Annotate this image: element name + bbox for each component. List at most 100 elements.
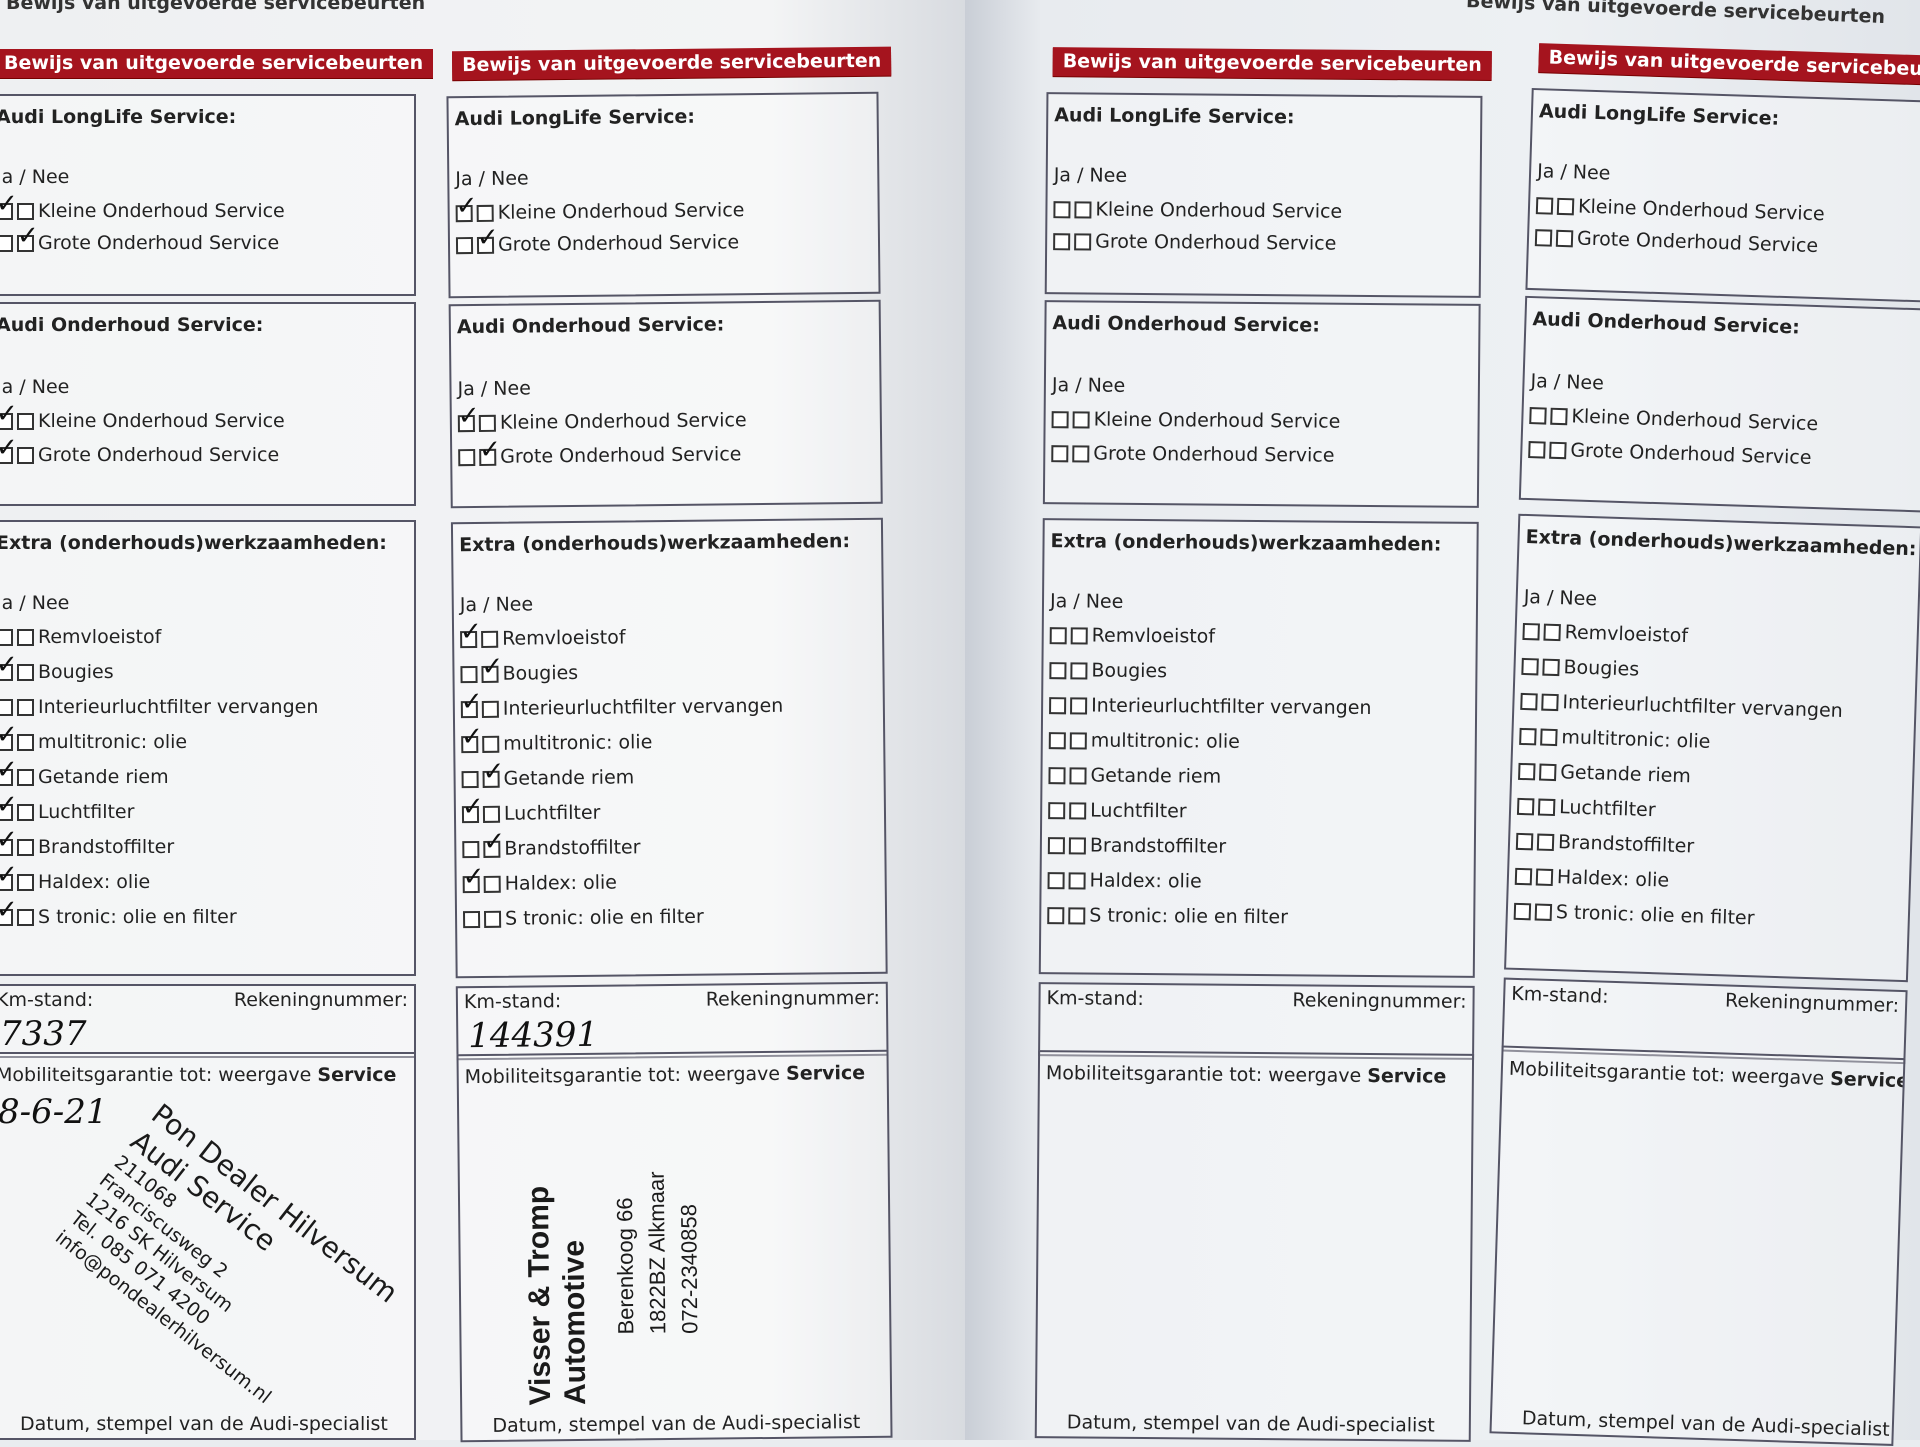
nee-checkbox[interactable] — [481, 665, 499, 683]
nee-checkbox[interactable] — [1068, 836, 1086, 854]
ja-checkbox[interactable] — [1513, 902, 1532, 920]
ja-checkbox[interactable] — [1053, 200, 1071, 218]
ja-checkbox[interactable] — [0, 860, 18, 891]
nee-checkbox[interactable] — [17, 873, 34, 891]
ja-checkbox[interactable] — [1049, 696, 1067, 714]
ja-checkbox[interactable] — [0, 790, 18, 821]
ja-checkbox[interactable] — [0, 628, 13, 646]
nee-checkbox[interactable] — [17, 628, 34, 646]
nee-checkbox[interactable] — [481, 700, 499, 718]
ja-checkbox[interactable] — [0, 755, 18, 786]
nee-checkbox[interactable] — [1537, 798, 1556, 816]
nee-checkbox[interactable] — [1072, 410, 1090, 429]
nee-checkbox[interactable] — [1070, 661, 1088, 680]
nee-checkbox[interactable] — [1069, 766, 1087, 784]
ja-checkbox[interactable] — [1521, 657, 1539, 675]
ja-checkbox[interactable] — [1047, 906, 1065, 924]
nee-checkbox[interactable] — [1549, 441, 1567, 459]
ja-checkbox[interactable] — [458, 448, 476, 466]
nee-checkbox[interactable] — [17, 446, 34, 464]
ja-checkbox[interactable] — [1529, 406, 1547, 425]
nee-checkbox[interactable] — [17, 202, 34, 220]
ja-checkbox[interactable] — [1053, 232, 1071, 250]
nee-checkbox[interactable] — [17, 663, 34, 681]
nee-checkbox[interactable] — [1068, 871, 1086, 889]
nee-checkbox[interactable] — [482, 805, 501, 823]
nee-checkbox[interactable] — [483, 840, 501, 858]
ja-checkbox[interactable] — [1518, 762, 1536, 780]
nee-checkbox[interactable] — [1536, 833, 1555, 851]
nee-checkbox[interactable] — [17, 803, 34, 821]
ja-checkbox[interactable] — [455, 236, 474, 254]
nee-checkbox[interactable] — [1069, 801, 1087, 819]
nee-checkbox[interactable] — [1069, 731, 1087, 749]
ja-checkbox[interactable] — [461, 805, 480, 823]
ja-checkbox[interactable] — [0, 399, 18, 430]
nee-checkbox[interactable] — [17, 698, 34, 716]
nee-checkbox[interactable] — [476, 204, 494, 222]
nee-checkbox[interactable] — [17, 733, 34, 751]
nee-checkbox[interactable] — [1540, 728, 1558, 746]
nee-checkbox[interactable] — [483, 875, 501, 893]
nee-checkbox[interactable] — [1555, 229, 1574, 247]
ja-checkbox[interactable] — [1522, 622, 1540, 640]
ja-checkbox[interactable] — [0, 698, 13, 716]
nee-checkbox[interactable] — [1072, 444, 1090, 463]
nee-checkbox[interactable] — [1550, 407, 1568, 425]
ja-checkbox[interactable] — [1048, 801, 1066, 819]
nee-checkbox[interactable] — [17, 221, 39, 252]
nee-checkbox[interactable] — [1070, 626, 1088, 645]
ja-checkbox[interactable] — [1047, 836, 1065, 854]
ja-checkbox[interactable] — [1047, 871, 1065, 889]
ja-checkbox[interactable] — [0, 234, 13, 252]
ja-checkbox[interactable] — [1048, 731, 1066, 749]
ja-checkbox[interactable] — [455, 204, 473, 222]
ja-checkbox[interactable] — [0, 720, 18, 751]
nee-checkbox[interactable] — [1074, 232, 1092, 251]
nee-checkbox[interactable] — [479, 448, 497, 466]
nee-checkbox[interactable] — [1543, 623, 1561, 641]
nee-checkbox[interactable] — [476, 236, 495, 254]
ja-checkbox[interactable] — [1535, 196, 1554, 215]
nee-checkbox[interactable] — [478, 414, 496, 432]
ja-checkbox[interactable] — [462, 910, 481, 928]
nee-checkbox[interactable] — [1534, 902, 1553, 921]
nee-checkbox[interactable] — [482, 770, 500, 788]
ja-checkbox[interactable] — [1528, 440, 1546, 459]
ja-checkbox[interactable] — [1516, 797, 1535, 815]
ja-checkbox[interactable] — [0, 895, 18, 926]
nee-checkbox[interactable] — [481, 630, 499, 648]
nee-checkbox[interactable] — [1074, 200, 1092, 219]
ja-checkbox[interactable] — [461, 735, 479, 753]
nee-checkbox[interactable] — [482, 735, 500, 753]
nee-checkbox[interactable] — [1070, 696, 1088, 714]
ja-checkbox[interactable] — [460, 665, 478, 683]
ja-checkbox[interactable] — [1051, 410, 1069, 428]
ja-checkbox[interactable] — [0, 433, 18, 464]
nee-checkbox[interactable] — [17, 908, 34, 926]
ja-checkbox[interactable] — [462, 840, 480, 858]
ja-checkbox[interactable] — [0, 650, 18, 681]
ja-checkbox[interactable] — [461, 770, 479, 788]
ja-checkbox[interactable] — [1048, 766, 1066, 784]
ja-checkbox[interactable] — [1051, 444, 1069, 462]
nee-checkbox[interactable] — [17, 412, 34, 430]
ja-checkbox[interactable] — [1049, 661, 1067, 679]
ja-checkbox[interactable] — [457, 414, 475, 432]
ja-checkbox[interactable] — [462, 875, 480, 893]
ja-checkbox[interactable] — [0, 825, 18, 856]
ja-checkbox[interactable] — [1514, 867, 1533, 885]
nee-checkbox[interactable] — [1068, 906, 1086, 924]
ja-checkbox[interactable] — [1519, 727, 1537, 745]
nee-checkbox[interactable] — [1542, 658, 1560, 676]
ja-checkbox[interactable] — [460, 630, 478, 648]
nee-checkbox[interactable] — [1539, 763, 1557, 781]
ja-checkbox[interactable] — [460, 700, 478, 718]
ja-checkbox[interactable] — [1520, 692, 1538, 710]
ja-checkbox[interactable] — [1049, 626, 1067, 644]
ja-checkbox[interactable] — [1515, 832, 1534, 850]
ja-checkbox[interactable] — [1534, 228, 1553, 247]
ja-checkbox[interactable] — [0, 189, 18, 220]
nee-checkbox[interactable] — [17, 838, 34, 856]
nee-checkbox[interactable] — [1556, 197, 1575, 215]
